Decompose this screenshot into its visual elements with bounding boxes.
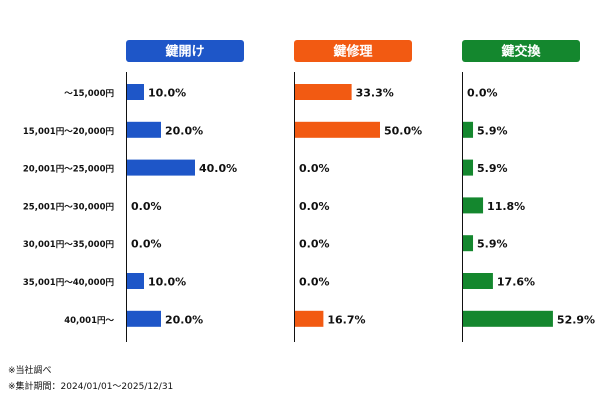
bar — [127, 84, 144, 100]
data-label: 52.9% — [557, 313, 595, 326]
series-header — [126, 40, 244, 62]
data-label: 20.0% — [165, 124, 203, 137]
bar — [463, 197, 484, 214]
bar — [295, 310, 324, 327]
bar — [127, 159, 195, 176]
data-label: 40.0% — [199, 162, 237, 175]
bar — [127, 273, 144, 289]
data-label: 0.0% — [467, 87, 498, 100]
bar — [463, 273, 493, 289]
category-label: 20,001円～25,000円 — [23, 165, 114, 175]
bar — [463, 121, 474, 138]
category-label: 40,001円～ — [64, 316, 114, 326]
data-label: 11.8% — [487, 200, 525, 213]
data-label: 17.6% — [497, 276, 535, 289]
data-label: 5.9% — [477, 162, 508, 175]
category-label: ～15,000円 — [64, 89, 114, 99]
data-label: 0.0% — [299, 276, 330, 289]
note-period: ※集計期間：2024/01/01～2025/12/31 — [8, 382, 174, 392]
bar — [295, 121, 380, 138]
data-label: 16.7% — [327, 313, 365, 326]
data-label: 33.3% — [356, 87, 394, 100]
data-label: 5.9% — [477, 238, 508, 251]
series-header — [294, 40, 412, 62]
data-label: 0.0% — [131, 200, 162, 213]
data-label: 20.0% — [165, 313, 203, 326]
series-name: 鍵開け — [165, 44, 204, 60]
data-label: 0.0% — [131, 238, 162, 251]
category-label: 25,001円～30,000円 — [23, 202, 114, 212]
bar — [463, 235, 474, 252]
data-label: 0.0% — [299, 200, 330, 213]
data-label: 50.0% — [384, 124, 422, 137]
bar — [463, 310, 553, 327]
bar — [127, 121, 161, 138]
category-label: 30,001円～35,000円 — [23, 240, 114, 250]
data-label: 10.0% — [148, 87, 186, 100]
series-name: 鍵交換 — [501, 44, 541, 60]
bar — [463, 159, 474, 176]
bar — [295, 84, 352, 100]
series-header — [462, 40, 580, 62]
category-label: 15,001円～20,000円 — [23, 127, 114, 137]
data-label: 5.9% — [477, 124, 508, 137]
data-label: 0.0% — [299, 238, 330, 251]
series-name: 鍵修理 — [333, 44, 372, 60]
data-label: 0.0% — [299, 162, 330, 175]
note-survey: ※当社調べ — [8, 366, 52, 376]
data-label: 10.0% — [148, 276, 186, 289]
bar — [127, 310, 161, 327]
category-label: 35,001円～40,000円 — [23, 278, 114, 288]
